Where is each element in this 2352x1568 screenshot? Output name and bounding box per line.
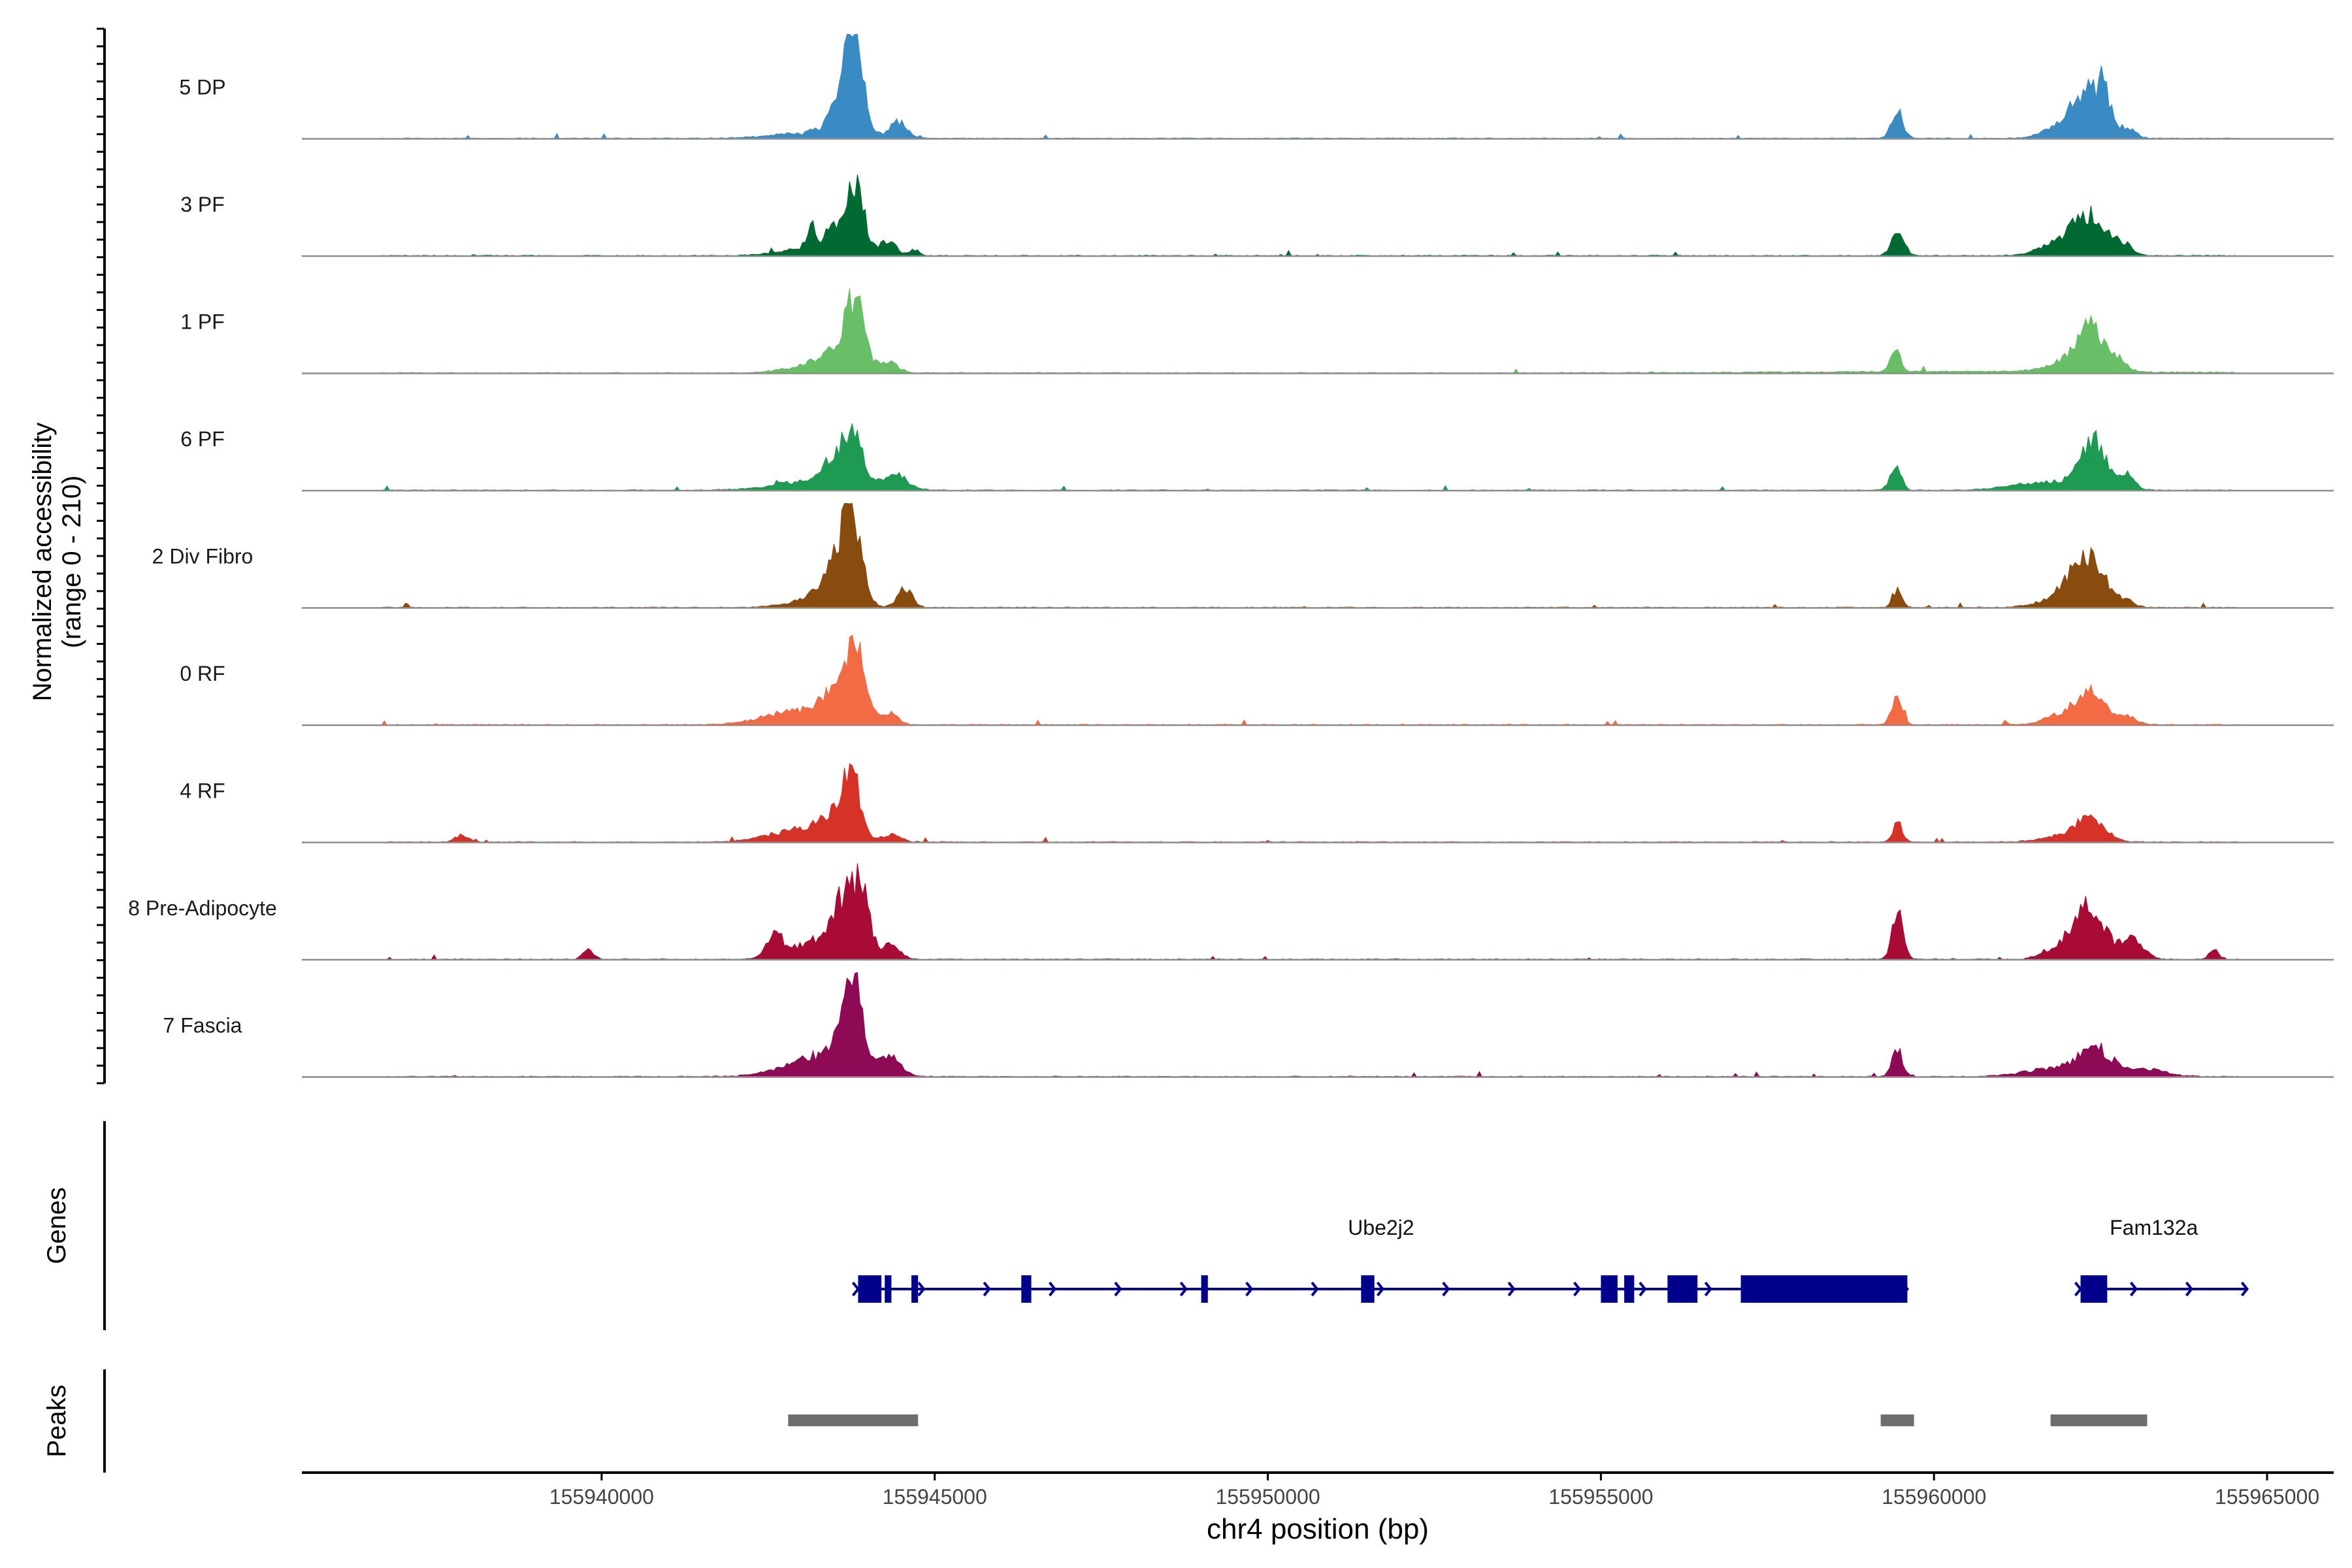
strand-arrow — [1179, 1281, 1188, 1297]
gene-label: Fam132a — [2110, 1216, 2198, 1239]
gene-exon — [2080, 1275, 2108, 1303]
genes-panel-label: Genes — [42, 1187, 71, 1264]
x-tick-label: 155960000 — [1882, 1485, 1986, 1509]
track-label: 1 PF — [180, 310, 225, 334]
track-2-div-fibro: 2 Div Fibro — [152, 502, 2334, 609]
peaks-panel-label: Peaks — [42, 1384, 71, 1457]
track-5-dp: 5 DP — [179, 34, 2334, 140]
track-1-pf: 1 PF — [180, 288, 2334, 374]
strand-arrow — [2240, 1281, 2249, 1297]
strand-arrow — [2129, 1281, 2138, 1297]
peaks-track — [788, 1414, 2148, 1426]
strand-arrow — [2074, 1281, 2083, 1297]
track-area — [381, 863, 2241, 960]
strand-arrow — [983, 1281, 991, 1297]
gene-exon — [1601, 1275, 1618, 1303]
gene-annotation-track: Ube2j2 Fam132a — [851, 1216, 2249, 1303]
gene-exon — [1021, 1275, 1032, 1303]
track-6-pf: 6 PF — [180, 423, 2334, 492]
x-tick-label: 155940000 — [549, 1485, 654, 1509]
strand-arrow — [1048, 1281, 1057, 1297]
gene-exon — [885, 1275, 892, 1303]
track-area — [381, 288, 2242, 374]
strand-arrow — [1442, 1281, 1450, 1297]
gene-exon — [1361, 1275, 1375, 1303]
strand-arrow — [917, 1281, 926, 1297]
track-area — [381, 634, 2242, 726]
track-label: 8 Pre-Adipocyte — [128, 896, 277, 920]
strand-arrow — [2185, 1281, 2194, 1297]
track-label: 2 Div Fibro — [152, 545, 253, 568]
x-axis-ticks: 155940000 155945000 155950000 155955000 1559… — [549, 1473, 2319, 1509]
track-0-rf: 0 RF — [180, 634, 2334, 727]
gene-ube2j2: Ube2j2 — [851, 1216, 1909, 1303]
strand-arrow — [851, 1281, 860, 1297]
y-axis-subtitle: (range 0 - 210) — [57, 476, 86, 649]
gene-exon — [911, 1275, 919, 1303]
track-8-pre-adipocyte: 8 Pre-Adipocyte — [128, 863, 2334, 961]
peak-region — [2050, 1414, 2148, 1426]
gene-exon — [1667, 1275, 1698, 1303]
y-axis-ticks — [97, 27, 105, 1085]
gene-exon — [1740, 1275, 1908, 1303]
track-3-pf: 3 PF — [180, 174, 2334, 257]
track-area — [381, 34, 2242, 140]
track-label: 3 PF — [180, 193, 225, 216]
track-area — [381, 174, 2242, 257]
track-label: 5 DP — [179, 76, 225, 99]
strand-arrow — [1311, 1281, 1319, 1297]
strand-arrow — [1704, 1281, 1712, 1297]
gene-exon — [1201, 1275, 1208, 1303]
gene-label: Ube2j2 — [1348, 1216, 1414, 1239]
track-label: 6 PF — [180, 427, 225, 451]
track-7-fascia: 7 Fascia — [163, 972, 2334, 1078]
x-axis-title: chr4 position (bp) — [1207, 1513, 1429, 1545]
gene-exon — [858, 1275, 882, 1303]
strand-arrow — [1573, 1281, 1582, 1297]
track-area — [381, 972, 2242, 1078]
track-area — [381, 763, 2241, 843]
accessibility-tracks: 5 DP 3 PF 1 PF 6 PF 2 Div Fibro 0 RF 4 RF 8 Pre… — [128, 34, 2334, 1078]
x-tick-label: 155950000 — [1215, 1485, 1320, 1509]
strand-arrow — [1245, 1281, 1254, 1297]
peak-region — [788, 1414, 919, 1426]
strand-arrow — [1114, 1281, 1122, 1297]
track-4-rf: 4 RF — [180, 763, 2334, 843]
peak-region — [1880, 1414, 1914, 1426]
track-label: 0 RF — [180, 662, 225, 685]
track-area — [381, 423, 2241, 491]
x-tick-label: 155965000 — [2215, 1485, 2319, 1509]
track-label: 4 RF — [180, 779, 225, 803]
y-axis-title: Normalized accessibility — [28, 423, 57, 702]
strand-arrow — [1639, 1281, 1647, 1297]
x-tick-label: 155955000 — [1548, 1485, 1653, 1509]
x-tick-label: 155945000 — [883, 1485, 987, 1509]
gene-fam132a: Fam132a — [2074, 1216, 2249, 1303]
gene-exon — [1624, 1275, 1635, 1303]
track-label: 7 Fascia — [163, 1014, 242, 1037]
strand-arrow — [1376, 1281, 1384, 1297]
track-area — [381, 502, 2242, 609]
strand-arrow — [1507, 1281, 1516, 1297]
